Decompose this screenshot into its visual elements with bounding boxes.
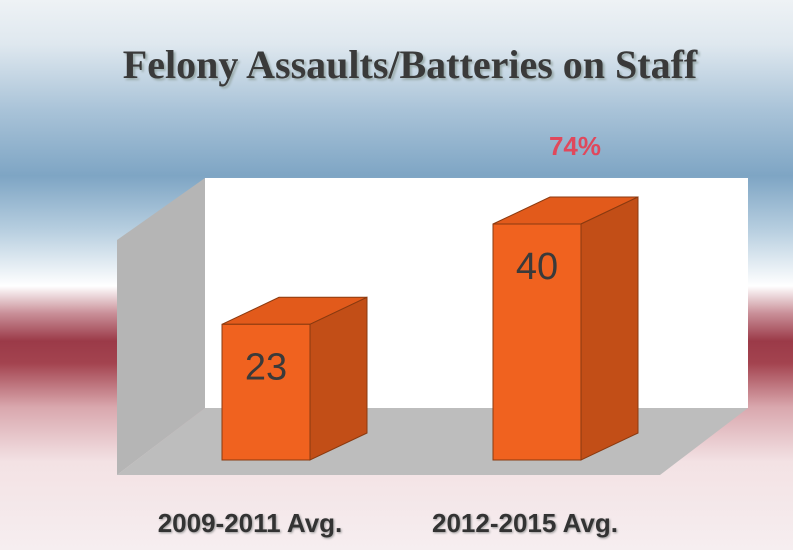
bar [221,323,311,461]
data-label: 23 [245,346,287,388]
floor [117,408,748,475]
bar [492,223,582,461]
x-tick-label: 2009-2011 Avg. [158,508,343,538]
data-label: 40 [516,246,558,288]
chart-title: Felony Assaults/Batteries on Staff [122,42,698,87]
annotation: 74% [549,131,601,161]
bar-side [309,296,368,461]
x-tick-label: 2012-2015 Avg. [432,508,618,538]
side-wall [117,178,205,475]
bar-side [580,196,639,461]
